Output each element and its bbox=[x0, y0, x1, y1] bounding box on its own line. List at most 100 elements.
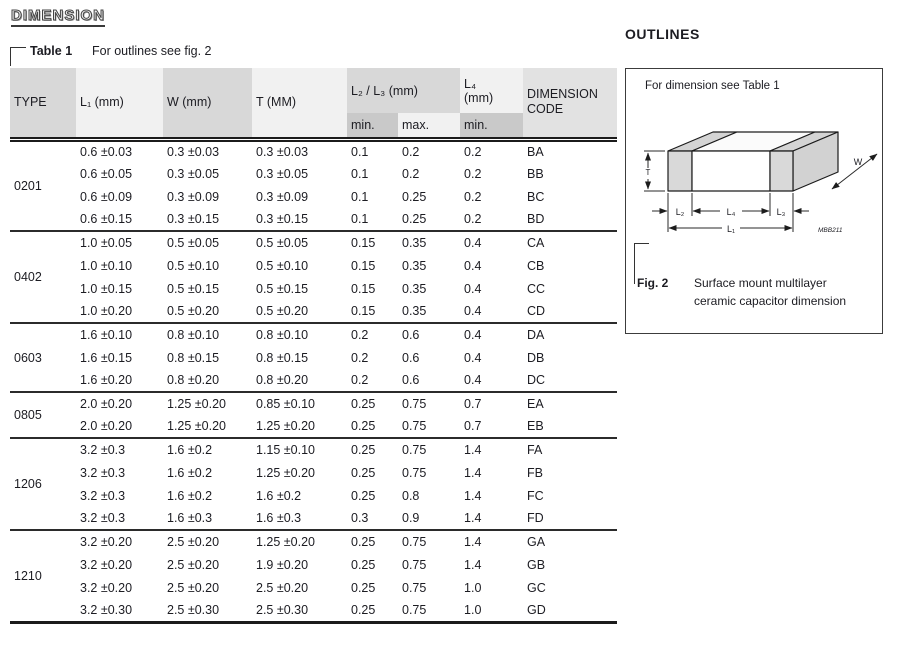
value-cell-l2l3-max: 0.35 bbox=[398, 254, 461, 277]
value-cell-l2l3-min: 0.25 bbox=[347, 599, 398, 622]
value-cell-t: 0.85 ±0.10 bbox=[252, 391, 347, 415]
value-cell-w: 1.6 ±0.3 bbox=[163, 507, 252, 530]
fig2-callout-bracket bbox=[634, 243, 649, 284]
value-cell-w: 0.3 ±0.03 bbox=[163, 139, 252, 162]
value-cell-l4-min: 1.4 bbox=[460, 529, 524, 553]
col-header-t: T (MM) bbox=[252, 68, 347, 142]
value-cell-w: 0.8 ±0.20 bbox=[163, 369, 252, 392]
value-cell-code: CC bbox=[523, 277, 618, 300]
value-cell-t: 1.25 ±0.20 bbox=[252, 529, 347, 553]
value-cell-l4-min: 0.2 bbox=[460, 208, 524, 231]
dimension-table: TYPE L₁ (mm) W (mm) T (MM) L₂ / L₃ (mm) … bbox=[10, 68, 618, 624]
value-cell-code: GB bbox=[523, 553, 618, 576]
value-cell-w: 0.3 ±0.05 bbox=[163, 162, 252, 185]
value-cell-t: 0.3 ±0.03 bbox=[252, 139, 347, 162]
value-cell-l2l3-min: 0.1 bbox=[347, 162, 398, 185]
dimension-lines bbox=[644, 150, 878, 232]
col-header-l2l3: L₂ / L₃ (mm) bbox=[347, 68, 461, 113]
value-cell-l2l3-min: 0.25 bbox=[347, 529, 398, 553]
page-title: DIMENSION bbox=[10, 7, 106, 27]
value-cell-l4-min: 0.7 bbox=[460, 391, 524, 415]
value-cell-l2l3-min: 0.15 bbox=[347, 277, 398, 300]
value-cell-w: 2.5 ±0.20 bbox=[163, 576, 252, 599]
value-cell-l1: 1.0 ±0.10 bbox=[76, 254, 163, 277]
value-cell-t: 1.25 ±0.20 bbox=[252, 415, 347, 438]
value-cell-l2l3-min: 0.25 bbox=[347, 437, 398, 461]
value-cell-t: 0.5 ±0.10 bbox=[252, 254, 347, 277]
value-cell-t: 0.3 ±0.09 bbox=[252, 185, 347, 208]
value-cell-code: DB bbox=[523, 346, 618, 369]
type-cell: 0603 bbox=[10, 322, 76, 392]
value-cell-l2l3-min: 0.25 bbox=[347, 484, 398, 507]
value-cell-code: FB bbox=[523, 461, 618, 484]
value-cell-l2l3-max: 0.35 bbox=[398, 230, 461, 254]
value-cell-w: 0.8 ±0.10 bbox=[163, 322, 252, 346]
value-cell-code: DA bbox=[523, 322, 618, 346]
table-row: 0.6 ±0.15 0.3 ±0.15 0.3 ±0.15 0.1 0.25 0.2 BD bbox=[10, 208, 618, 231]
dim-label-w: W bbox=[854, 157, 863, 167]
dim-label-l4: L₄ bbox=[727, 207, 736, 217]
value-cell-l4-min: 0.2 bbox=[460, 162, 524, 185]
value-cell-l4-min: 1.4 bbox=[460, 507, 524, 530]
value-cell-t: 0.3 ±0.15 bbox=[252, 208, 347, 231]
value-cell-l1: 1.6 ±0.10 bbox=[76, 322, 163, 346]
value-cell-code: EB bbox=[523, 415, 618, 438]
table-row: 1.6 ±0.20 0.8 ±0.20 0.8 ±0.20 0.2 0.6 0.4 DC bbox=[10, 369, 618, 392]
value-cell-l1: 3.2 ±0.30 bbox=[76, 599, 163, 622]
value-cell-l2l3-max: 0.6 bbox=[398, 369, 461, 392]
table-row: 0.6 ±0.05 0.3 ±0.05 0.3 ±0.05 0.1 0.2 0.2 BB bbox=[10, 162, 618, 185]
value-cell-code: GA bbox=[523, 529, 618, 553]
value-cell-t: 1.9 ±0.20 bbox=[252, 553, 347, 576]
value-cell-t: 1.6 ±0.2 bbox=[252, 484, 347, 507]
value-cell-t: 0.5 ±0.05 bbox=[252, 230, 347, 254]
value-cell-l2l3-min: 0.1 bbox=[347, 139, 398, 162]
l4-unit: (mm) bbox=[464, 90, 494, 105]
value-cell-l2l3-max: 0.2 bbox=[398, 162, 461, 185]
table-row: 1.0 ±0.15 0.5 ±0.15 0.5 ±0.15 0.15 0.35 0.4 CC bbox=[10, 277, 618, 300]
value-cell-code: BD bbox=[523, 208, 618, 231]
value-cell-l1: 1.0 ±0.05 bbox=[76, 230, 163, 254]
value-cell-l1: 1.0 ±0.15 bbox=[76, 277, 163, 300]
value-cell-w: 2.5 ±0.30 bbox=[163, 599, 252, 622]
table-row: 2.0 ±0.20 1.25 ±0.20 1.25 ±0.20 0.25 0.75 0.7… bbox=[10, 415, 618, 438]
value-cell-t: 1.6 ±0.3 bbox=[252, 507, 347, 530]
table-row: 3.2 ±0.20 2.5 ±0.20 1.9 ±0.20 0.25 0.75 1.4 GB bbox=[10, 553, 618, 576]
value-cell-w: 0.5 ±0.10 bbox=[163, 254, 252, 277]
value-cell-l1: 0.6 ±0.15 bbox=[76, 208, 163, 231]
value-cell-t: 0.5 ±0.15 bbox=[252, 277, 347, 300]
value-cell-code: EA bbox=[523, 391, 618, 415]
drawing-code: MBB211 bbox=[818, 227, 843, 234]
table-row: 1.6 ±0.15 0.8 ±0.15 0.8 ±0.15 0.2 0.6 0.4 DB bbox=[10, 346, 618, 369]
col-header-dimension-code: DIMENSION CODE bbox=[523, 68, 618, 142]
capacitor-body bbox=[667, 131, 839, 192]
table-row: 1.0 ±0.10 0.5 ±0.10 0.5 ±0.10 0.15 0.35 0.4 CB bbox=[10, 254, 618, 277]
table-row: 0402 1.0 ±0.05 0.5 ±0.05 0.5 ±0.05 0.15 0.35 0… bbox=[10, 230, 618, 323]
header-row-sub: min. max. min. bbox=[10, 113, 617, 142]
col-header-l2l3-min: min. bbox=[347, 113, 398, 142]
table-row: 0603 1.6 ±0.10 0.8 ±0.10 0.8 ±0.10 0.2 0.6 0.4… bbox=[10, 322, 618, 392]
table-row: 3.2 ±0.3 1.6 ±0.2 1.6 ±0.2 0.25 0.8 1.4 FC bbox=[10, 484, 618, 507]
value-cell-l1: 3.2 ±0.3 bbox=[76, 437, 163, 461]
value-cell-t: 1.25 ±0.20 bbox=[252, 461, 347, 484]
table-row: 3.2 ±0.3 1.6 ±0.2 1.25 ±0.20 0.25 0.75 1.4 FB bbox=[10, 461, 618, 484]
value-cell-l2l3-max: 0.75 bbox=[398, 529, 461, 553]
value-cell-l4-min: 1.4 bbox=[460, 437, 524, 461]
value-cell-w: 1.6 ±0.2 bbox=[163, 484, 252, 507]
value-cell-l2l3-max: 0.75 bbox=[398, 391, 461, 415]
value-cell-l1: 3.2 ±0.20 bbox=[76, 529, 163, 553]
fig2-caption-line2: ceramic capacitor dimension bbox=[694, 294, 847, 308]
value-cell-l4-min: 0.4 bbox=[460, 346, 524, 369]
value-cell-l2l3-min: 0.15 bbox=[347, 300, 398, 323]
value-cell-l2l3-max: 0.35 bbox=[398, 277, 461, 300]
value-cell-l1: 3.2 ±0.3 bbox=[76, 461, 163, 484]
table-row: 3.2 ±0.20 2.5 ±0.20 2.5 ±0.20 0.25 0.75 1.0 GC bbox=[10, 576, 618, 599]
value-cell-l4-min: 0.4 bbox=[460, 277, 524, 300]
value-cell-l4-min: 0.4 bbox=[460, 369, 524, 392]
fig2-caption-line1: Surface mount multilayer bbox=[694, 276, 827, 290]
table-row: 0201 0.6 ±0.03 0.3 ±0.03 0.3 ±0.03 0.1 0.2 0.2… bbox=[10, 139, 618, 231]
value-cell-l2l3-min: 0.15 bbox=[347, 230, 398, 254]
value-cell-l2l3-max: 0.2 bbox=[398, 139, 461, 162]
value-cell-l4-min: 1.4 bbox=[460, 484, 524, 507]
code-line1: DIMENSION bbox=[527, 86, 598, 101]
table-row: 3.2 ±0.3 1.6 ±0.3 1.6 ±0.3 0.3 0.9 1.4 FD bbox=[10, 507, 618, 530]
